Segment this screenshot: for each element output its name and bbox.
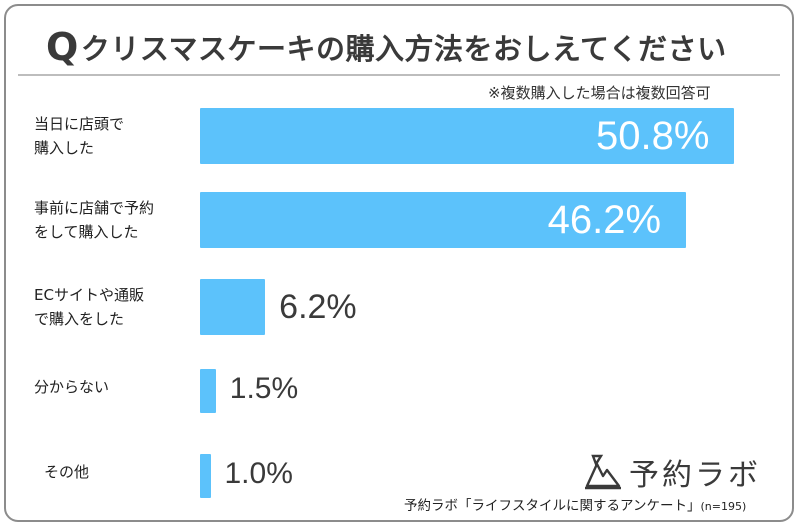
question-mark-q: Q [46,25,79,69]
value-label: 6.2% [279,288,357,326]
value-label: 50.8% [596,114,710,158]
chart-title-text: クリスマスケーキの購入方法をおしえてください [80,32,727,66]
chart-frame: Q クリスマスケーキの購入方法をおしえてください ※複数購入した場合は複数回答可… [4,4,794,522]
multiple-answer-note: ※複数購入した場合は複数回答可 [488,84,711,102]
category-label: 事前に店舗で予約 をして購入した [34,199,155,241]
bar [200,454,211,498]
category-label: その他 [44,463,90,481]
chart-title: Q クリスマスケーキの購入方法をおしえてください [46,24,727,70]
logo: 予約ラボ [583,450,761,494]
category-label: ECサイトや通販 で購入をした [34,286,144,328]
category-label: 当日に店頭で 購入した [34,115,125,157]
title-divider [18,74,780,76]
bar [200,279,266,335]
sample-size: (n=195) [700,500,747,513]
logo-text: 予約ラボ [629,458,761,493]
bar [200,192,686,248]
category-label: 分からない [34,378,110,396]
bar-chart: 当日に店頭で 購入した 50.8% 事前に店舗で予約 をして購入した 46.2% ECサ… [6,6,792,520]
value-label: 1.5% [229,372,299,405]
logo-mountain-icon [585,454,621,490]
source-note: 予約ラボ「ライフスタイルに関するアンケート」(n=195) [404,494,746,514]
value-label: 46.2% [547,198,662,242]
bar [200,369,216,413]
value-label: 1.0% [224,457,293,490]
bar [200,108,734,164]
source-text: 予約ラボ「ライフスタイルに関するアンケート」 [404,498,701,514]
